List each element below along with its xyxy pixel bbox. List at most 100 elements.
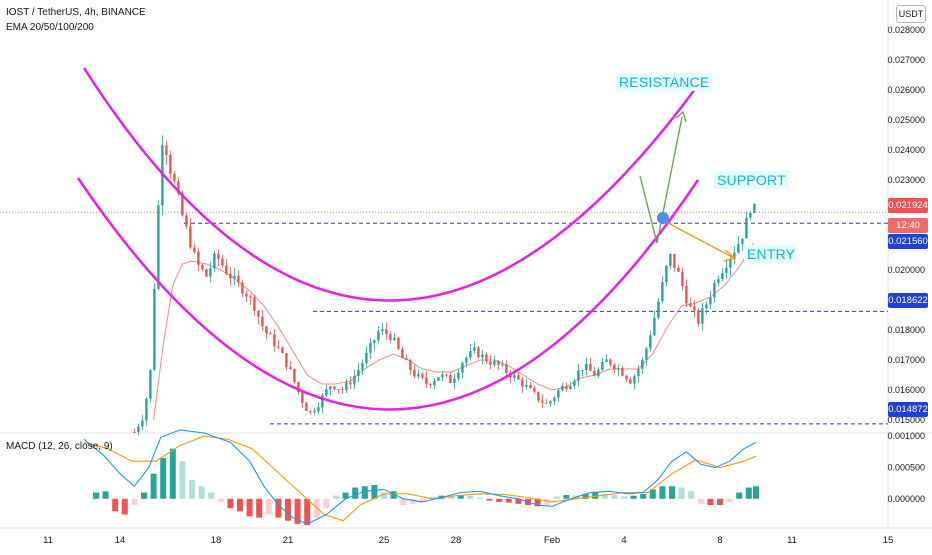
ema-line <box>153 242 755 421</box>
candle-body <box>557 390 560 398</box>
candle-body <box>253 297 256 312</box>
mid-level-badge: 0.018622 <box>888 293 928 308</box>
candle-body <box>133 432 136 433</box>
macd-histogram-bar <box>611 495 618 499</box>
candle-body <box>469 351 472 358</box>
candle-body <box>245 293 248 297</box>
macd-histogram-bar <box>198 486 205 499</box>
candle-body <box>581 370 584 372</box>
macd-histogram-bar <box>265 498 272 515</box>
macd-histogram-bar <box>477 497 483 499</box>
candle-body <box>505 364 508 373</box>
macd-histogram-bar <box>237 498 243 512</box>
currency-selector[interactable]: USDT <box>896 5 926 23</box>
x-tick-label: 28 <box>451 535 462 546</box>
candle-body <box>597 369 600 377</box>
candle-body <box>241 282 244 294</box>
candle-body <box>545 402 548 404</box>
macd-tick-label: 0.001000 <box>887 431 925 441</box>
entry-arrow <box>665 221 735 259</box>
candle-body <box>325 389 328 396</box>
candle-body <box>621 368 624 376</box>
macd-histogram-bar <box>352 487 359 499</box>
macd-histogram-bar <box>429 496 435 499</box>
candle-body <box>497 360 500 365</box>
candle-body <box>297 382 300 393</box>
candle-body <box>609 359 612 365</box>
macd-histogram-bar <box>582 493 589 499</box>
candle-body <box>145 398 148 421</box>
macd-histogram-bar <box>323 498 330 509</box>
candle-body <box>601 361 604 370</box>
candle-body <box>153 288 156 370</box>
y-tick-label: 0.016000 <box>887 385 925 395</box>
low-level-badge: 0.014872 <box>888 402 928 417</box>
candle-body <box>277 346 280 348</box>
y-tick-label: 0.018000 <box>887 325 925 335</box>
candle-body <box>613 364 616 370</box>
candle-body <box>697 310 700 324</box>
projection-arrowhead <box>675 110 687 123</box>
macd-histogram-bar <box>601 493 608 499</box>
y-tick-label: 0.025000 <box>887 115 925 125</box>
resistance-curve <box>82 67 708 302</box>
candle-body <box>385 329 388 335</box>
candle-body <box>237 276 240 283</box>
candle-body <box>181 193 184 216</box>
candle-body <box>573 380 576 386</box>
y-tick-label: 0.015000 <box>887 415 925 425</box>
candle-body <box>749 212 752 218</box>
macd-histogram-bar <box>707 498 714 506</box>
macd-histogram-bar <box>486 498 493 501</box>
support-curve <box>76 177 700 411</box>
macd-histogram-bar <box>544 498 551 506</box>
candle-body <box>221 258 224 266</box>
candle-body <box>685 286 688 304</box>
macd-histogram-bar <box>150 473 157 499</box>
candle-body <box>721 272 724 280</box>
macd-histogram-bar <box>169 448 176 499</box>
candle-body <box>577 370 580 381</box>
macd-histogram-bar <box>496 498 503 502</box>
macd-histogram-bar <box>717 498 723 506</box>
macd-histogram-bar <box>630 495 637 499</box>
entry-label: ENTRY <box>744 245 799 263</box>
candle-body <box>393 337 396 340</box>
macd-legend: MACD (12, 26, close, 9) <box>6 441 113 452</box>
macd-histogram-bar <box>505 498 512 503</box>
candle-body <box>701 308 704 324</box>
candle-body <box>441 374 444 378</box>
candle-body <box>269 333 272 335</box>
candle-body <box>405 358 408 360</box>
candle-body <box>229 273 232 279</box>
macd-histogram-bar <box>457 495 464 499</box>
candle-body <box>361 363 364 370</box>
entry-level-badge: 0.021560 <box>888 234 928 249</box>
x-tick-label: 18 <box>211 535 222 546</box>
candle-body <box>185 215 188 227</box>
candle-body <box>669 253 672 266</box>
candle-body <box>737 243 740 253</box>
macd-histogram-bar <box>246 498 253 517</box>
candle-body <box>717 279 720 284</box>
candle-body <box>353 376 356 385</box>
candle-body <box>201 264 204 270</box>
candle-body <box>657 301 660 318</box>
candle-body <box>165 145 168 155</box>
candle-body <box>285 353 288 368</box>
candle-body <box>517 375 520 380</box>
candle-body <box>213 253 216 269</box>
candle-body <box>417 373 420 377</box>
y-tick-label: 0.028000 <box>887 25 925 35</box>
y-tick-label: 0.020000 <box>887 265 925 275</box>
candle-body <box>197 251 200 265</box>
macd-histogram-bar <box>448 496 455 499</box>
projection-arrow <box>639 116 683 244</box>
candle-body <box>433 380 436 386</box>
candle-body <box>329 386 332 390</box>
candle-body <box>313 411 316 413</box>
candle-body <box>281 347 284 354</box>
candle-body <box>261 316 264 327</box>
